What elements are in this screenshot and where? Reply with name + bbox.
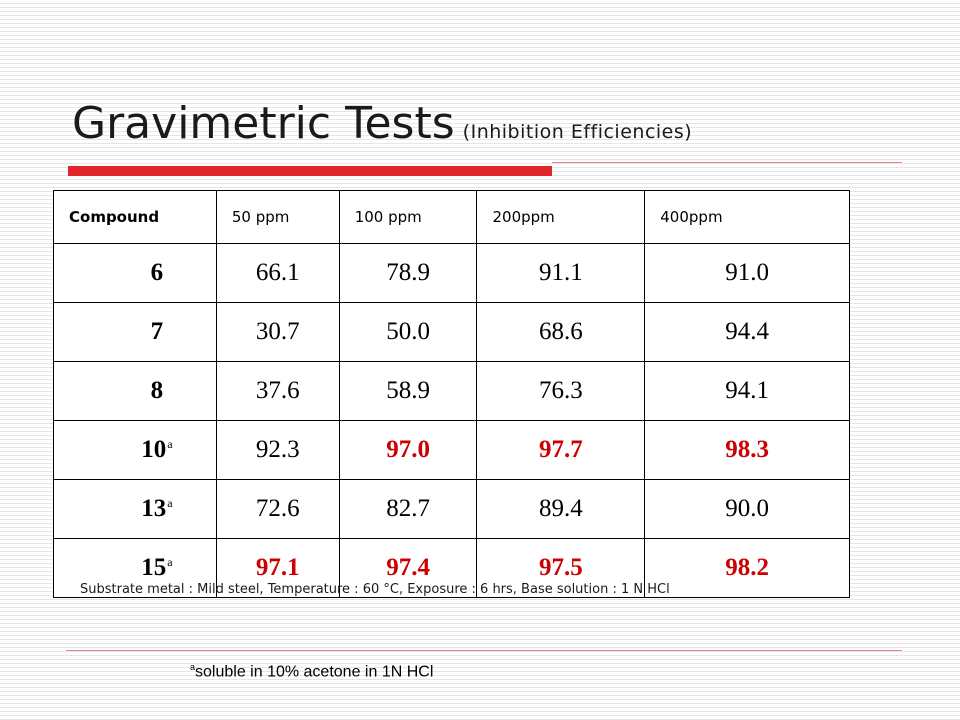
footnote: asoluble in 10% acetone in 1N HCl <box>190 662 433 681</box>
value-cell: 94.1 <box>644 361 850 421</box>
column-header-compound: Compound <box>53 190 217 244</box>
value-cell: 50.0 <box>338 302 478 362</box>
table-row: 15a 97.1 97.4 97.5 98.2 <box>53 538 850 598</box>
footnote-marker: a <box>167 554 173 569</box>
compound-cell: 7 <box>53 302 217 362</box>
value-cell: 76.3 <box>476 361 646 421</box>
title-divider-line <box>552 162 902 163</box>
highlighted-value-cell: 98.2 <box>644 538 850 598</box>
value-cell: 91.1 <box>476 243 646 303</box>
compound-label: 15 <box>141 554 167 581</box>
value-cell: 89.4 <box>476 479 646 539</box>
footnote-marker: a <box>167 436 173 451</box>
footnote-marker: a <box>167 495 173 510</box>
value-cell: 72.6 <box>215 479 340 539</box>
compound-label: 8 <box>150 377 164 404</box>
slide-title: Gravimetric Tests (Inhibition Efficiencie… <box>72 98 692 149</box>
footer-divider-line <box>66 650 902 651</box>
compound-cell: 6 <box>53 243 217 303</box>
compound-cell: 13a <box>53 479 217 539</box>
footnote-text: soluble in 10% acetone in 1N HCl <box>195 663 434 681</box>
table-row: 8 37.6 58.9 76.3 94.1 <box>53 361 850 421</box>
compound-label: 7 <box>150 318 164 345</box>
compound-label: 6 <box>150 259 164 286</box>
highlighted-value-cell: 97.0 <box>338 420 478 480</box>
value-cell: 37.6 <box>215 361 340 421</box>
title-text: Gravimetric Tests <box>72 98 455 149</box>
column-header-400ppm: 400ppm <box>644 190 850 244</box>
value-cell: 90.0 <box>644 479 850 539</box>
value-cell: 91.0 <box>644 243 850 303</box>
compound-cell: 15a <box>53 538 217 598</box>
highlighted-value-cell: 97.1 <box>215 538 340 598</box>
table-row: 10a 92.3 97.0 97.7 98.3 <box>53 420 850 480</box>
compound-label: 13 <box>141 495 167 522</box>
highlighted-value-cell: 97.4 <box>338 538 478 598</box>
value-cell: 68.6 <box>476 302 646 362</box>
title-underline-bar <box>68 166 552 176</box>
value-cell: 58.9 <box>338 361 478 421</box>
column-header-200ppm: 200ppm <box>476 190 646 244</box>
inhibition-efficiency-table: Compound 50 ppm 100 ppm 200ppm 400ppm 6 … <box>53 190 850 598</box>
compound-cell: 10a <box>53 420 217 480</box>
value-cell: 78.9 <box>338 243 478 303</box>
value-cell: 30.7 <box>215 302 340 362</box>
test-conditions-note: Substrate metal : Mild steel, Temperatur… <box>80 582 670 597</box>
compound-label: 10 <box>141 436 167 463</box>
column-header-100ppm: 100 ppm <box>338 190 478 244</box>
value-cell: 92.3 <box>215 420 340 480</box>
highlighted-value-cell: 97.7 <box>476 420 646 480</box>
value-cell: 82.7 <box>338 479 478 539</box>
table-header-row: Compound 50 ppm 100 ppm 200ppm 400ppm <box>53 190 850 244</box>
table-row: 6 66.1 78.9 91.1 91.0 <box>53 243 850 303</box>
highlighted-value-cell: 98.3 <box>644 420 850 480</box>
footnote-mark: a <box>190 662 196 672</box>
value-cell: 94.4 <box>644 302 850 362</box>
column-header-50ppm: 50 ppm <box>215 190 340 244</box>
subtitle-text: (Inhibition Efficiencies) <box>462 121 693 143</box>
value-cell: 66.1 <box>215 243 340 303</box>
table-row: 7 30.7 50.0 68.6 94.4 <box>53 302 850 362</box>
table-row: 13a 72.6 82.7 89.4 90.0 <box>53 479 850 539</box>
compound-cell: 8 <box>53 361 217 421</box>
